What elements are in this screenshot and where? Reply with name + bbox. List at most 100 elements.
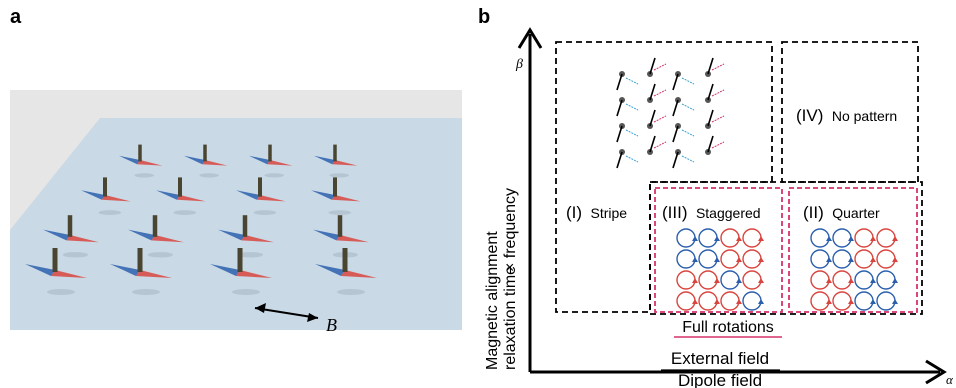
spinner	[128, 215, 184, 258]
rotation-circle	[832, 291, 854, 311]
rotation-circle	[810, 270, 832, 290]
rotation-circle	[832, 249, 854, 269]
rotation-circle	[810, 291, 832, 311]
spinner	[25, 248, 87, 295]
spinner	[110, 248, 172, 295]
spinner	[218, 215, 274, 258]
rotation-circle	[676, 270, 698, 290]
quarter-circle-grid	[810, 228, 898, 311]
stripe-spinner-glyph	[616, 123, 639, 143]
rotation-circle	[720, 249, 742, 269]
full-rotations-label: Full rotations	[682, 319, 774, 336]
rotation-circle	[854, 270, 876, 290]
stripe-spinner-glyph	[647, 83, 667, 103]
spinner	[315, 248, 377, 295]
rotation-circle	[742, 270, 764, 290]
y-axis-suffix-group: × frequency	[502, 188, 519, 272]
rotation-circle	[720, 291, 742, 311]
stripe-spinner-glyph	[647, 135, 667, 155]
rotation-region-boxes	[654, 187, 918, 313]
no-pattern-region-box	[781, 41, 919, 183]
quarter-roman: (II)	[803, 203, 824, 222]
staggered-roman: (III)	[662, 203, 688, 222]
no-pattern-name: No pattern	[832, 108, 897, 124]
stripe-roman: (I)	[566, 203, 582, 222]
rotation-circle	[832, 270, 854, 290]
y-axis-title: Magnetic alignment relaxation time	[484, 231, 519, 370]
stripe-region-box	[555, 41, 773, 313]
stripe-spinner-glyph	[672, 71, 695, 91]
y-axis-symbol: β	[515, 57, 523, 72]
spinner	[184, 144, 228, 178]
water-surface	[10, 118, 462, 330]
rotation-circle	[742, 228, 764, 248]
quarter-name: Quarter	[832, 205, 880, 221]
stripe-spinner-glyph	[705, 57, 725, 77]
stripe-spinner-glyph	[616, 149, 639, 169]
rotation-circle	[698, 228, 720, 248]
stripe-spinner-glyph	[705, 109, 725, 129]
stripe-spinner-glyph	[672, 123, 695, 143]
rotation-circle	[876, 228, 898, 248]
staggered-label: (III) Staggered	[662, 203, 761, 222]
field-arrow	[254, 303, 319, 322]
staggered-region-box	[654, 187, 783, 313]
x-axis-denominator: Dipole field	[678, 371, 762, 388]
y-axis-line2: relaxation time	[502, 266, 519, 370]
stripe-spinner-glyph	[616, 97, 639, 117]
stripe-spinner-glyph	[647, 57, 667, 77]
spinner	[210, 248, 272, 295]
x-axis-symbol: α	[946, 372, 954, 387]
stripe-spinner-glyph	[705, 135, 725, 155]
spinner	[236, 177, 286, 216]
quarter-label: (II) Quarter	[803, 203, 880, 222]
full-rotation-region-box	[649, 181, 923, 315]
rotation-circle	[742, 249, 764, 269]
panel-b-label: b	[478, 6, 491, 28]
rotation-circle	[854, 249, 876, 269]
stripe-name: Stripe	[591, 205, 628, 221]
rotation-circle	[698, 249, 720, 269]
y-axis-suffix: × frequency	[502, 188, 519, 272]
quarter-region-box	[788, 187, 918, 313]
rotation-circle	[876, 270, 898, 290]
spinner	[81, 177, 131, 216]
stripe-label: (I) Stripe	[566, 203, 627, 222]
panel-a-scene: B	[10, 90, 462, 335]
rotation-circle	[854, 228, 876, 248]
rotation-circle	[698, 291, 720, 311]
field-label: B	[326, 315, 337, 335]
rotation-circle	[876, 291, 898, 311]
spinner	[314, 144, 358, 178]
rotation-circle	[698, 270, 720, 290]
rotation-circle	[742, 291, 764, 311]
stripe-spinner-glyph	[672, 97, 695, 117]
rotation-circle	[854, 291, 876, 311]
y-axis-arrowhead	[517, 27, 543, 49]
staggered-name: Staggered	[696, 205, 761, 221]
spinner	[156, 177, 206, 216]
stripe-spinner-glyph	[647, 109, 667, 129]
stripe-spinner-glyph	[705, 83, 725, 103]
region-boxes	[555, 41, 923, 315]
x-axis-arrowhead	[925, 359, 947, 385]
no-pattern-label: (IV) No pattern	[796, 106, 897, 125]
stripe-spinner-glyph	[616, 71, 639, 91]
spinner	[43, 215, 99, 258]
rotation-circle	[810, 249, 832, 269]
rotation-circle	[720, 228, 742, 248]
rotation-circle	[832, 228, 854, 248]
spinner-array	[25, 144, 377, 295]
spinner	[119, 144, 163, 178]
x-axis-numerator: External field	[671, 349, 769, 368]
no-pattern-roman: (IV)	[796, 106, 823, 125]
rotation-circle	[676, 228, 698, 248]
staggered-circle-grid	[676, 228, 764, 311]
rotation-circle	[810, 228, 832, 248]
y-axis-line1: Magnetic alignment	[484, 231, 501, 370]
axes	[517, 27, 947, 385]
rotation-circle	[720, 270, 742, 290]
stripe-pattern	[616, 57, 725, 169]
panel-a-label: a	[10, 6, 22, 28]
rotation-circle	[676, 249, 698, 269]
